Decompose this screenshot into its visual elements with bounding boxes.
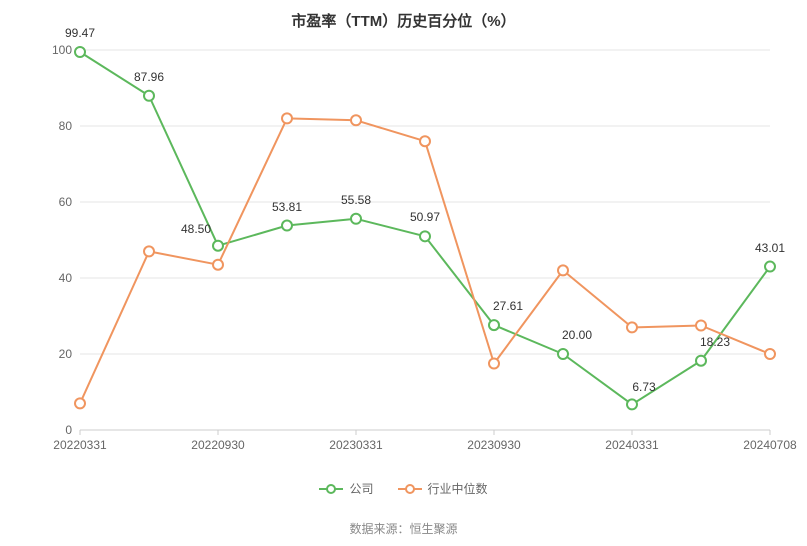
chart-container: 市盈率（TTM）历史百分位（%） 02040608010020220331202… bbox=[0, 0, 807, 546]
data-source: 数据来源：恒生聚源 bbox=[0, 520, 807, 537]
x-tick-label: 20230930 bbox=[467, 430, 520, 452]
x-tick-label: 20220930 bbox=[191, 430, 244, 452]
y-tick-label: 100 bbox=[52, 43, 80, 57]
legend-item-industry: 行业中位数 bbox=[398, 480, 488, 497]
x-tick-label: 20220331 bbox=[53, 430, 106, 452]
x-tick-label: 20230331 bbox=[329, 430, 382, 452]
legend-item-company: 公司 bbox=[319, 480, 373, 497]
y-tick-label: 20 bbox=[59, 347, 80, 361]
data-point-label: 87.96 bbox=[134, 70, 164, 84]
x-tick-label: 20240708 bbox=[743, 430, 796, 452]
data-point-label: 6.73 bbox=[632, 380, 655, 394]
data-point-label: 20.00 bbox=[562, 328, 592, 342]
legend-label: 公司 bbox=[349, 480, 373, 497]
chart-title: 市盈率（TTM）历史百分位（%） bbox=[0, 0, 807, 31]
y-tick-label: 60 bbox=[59, 195, 80, 209]
chart-svg bbox=[80, 50, 770, 430]
data-point-label: 55.58 bbox=[341, 193, 371, 207]
legend-marker-icon bbox=[319, 483, 343, 495]
y-tick-label: 40 bbox=[59, 271, 80, 285]
legend: 公司 行业中位数 bbox=[0, 480, 807, 497]
data-point-label: 50.97 bbox=[410, 210, 440, 224]
legend-label: 行业中位数 bbox=[428, 480, 488, 497]
plot-area: 0204060801002022033120220930202303312023… bbox=[80, 50, 770, 430]
data-point-label: 53.81 bbox=[272, 200, 302, 214]
data-point-label: 43.01 bbox=[755, 241, 785, 255]
y-tick-label: 80 bbox=[59, 119, 80, 133]
data-point-label: 48.50 bbox=[181, 222, 211, 236]
data-point-label: 18.23 bbox=[700, 335, 730, 349]
data-point-label: 99.47 bbox=[65, 26, 95, 40]
data-point-label: 27.61 bbox=[493, 299, 523, 313]
legend-marker-icon bbox=[398, 483, 422, 495]
x-tick-label: 20240331 bbox=[605, 430, 658, 452]
